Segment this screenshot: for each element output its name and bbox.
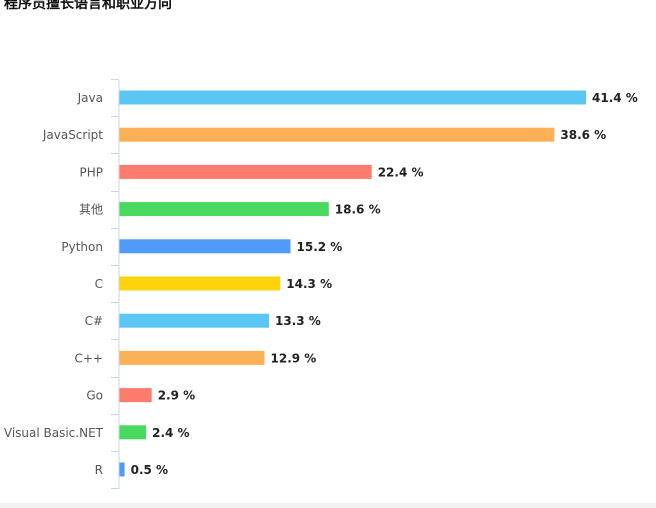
category-label: C# (85, 314, 103, 328)
bottom-rule (0, 503, 656, 508)
value-label: 14.3 % (286, 277, 332, 291)
category-label: 其他 (79, 203, 103, 217)
value-label: 2.4 % (152, 426, 189, 440)
value-label: 12.9 % (271, 351, 317, 365)
bar-7[interactable] (119, 350, 265, 365)
labels-layer: Java 41.4 % JavaScript 38.6 % PHP 22.4 % 其他 18.… (4, 91, 638, 477)
value-label: 13.3 % (275, 314, 321, 328)
value-label: 2.9 % (158, 389, 195, 403)
category-label: C++ (75, 351, 104, 365)
category-label: Visual Basic.NET (4, 426, 104, 440)
value-label: 18.6 % (335, 203, 381, 217)
value-label: 41.4 % (592, 91, 638, 105)
category-label: PHP (80, 165, 104, 179)
bar-8[interactable] (119, 388, 152, 403)
value-label: 38.6 % (560, 128, 606, 142)
chart-title: 程序员擅长语言和职业方向 (4, 0, 172, 12)
bar-1[interactable] (119, 127, 555, 142)
bars-layer (119, 90, 586, 477)
value-label: 15.2 % (297, 240, 343, 254)
bar-6[interactable] (119, 313, 269, 328)
bar-0[interactable] (119, 90, 586, 105)
axis-layer (111, 79, 120, 489)
category-label: R (95, 463, 103, 477)
bar-3[interactable] (119, 202, 329, 217)
category-label: Go (86, 389, 103, 403)
bar-4[interactable] (119, 239, 291, 254)
category-label: Java (77, 91, 103, 105)
bar-9[interactable] (119, 425, 147, 440)
bar-10[interactable] (119, 462, 125, 477)
category-label: JavaScript (42, 128, 103, 142)
category-label: Python (61, 240, 103, 254)
value-label: 0.5 % (131, 463, 168, 477)
value-label: 22.4 % (378, 165, 424, 179)
category-label: C (95, 277, 103, 291)
bar-2[interactable] (119, 164, 372, 179)
bar-5[interactable] (119, 276, 281, 291)
